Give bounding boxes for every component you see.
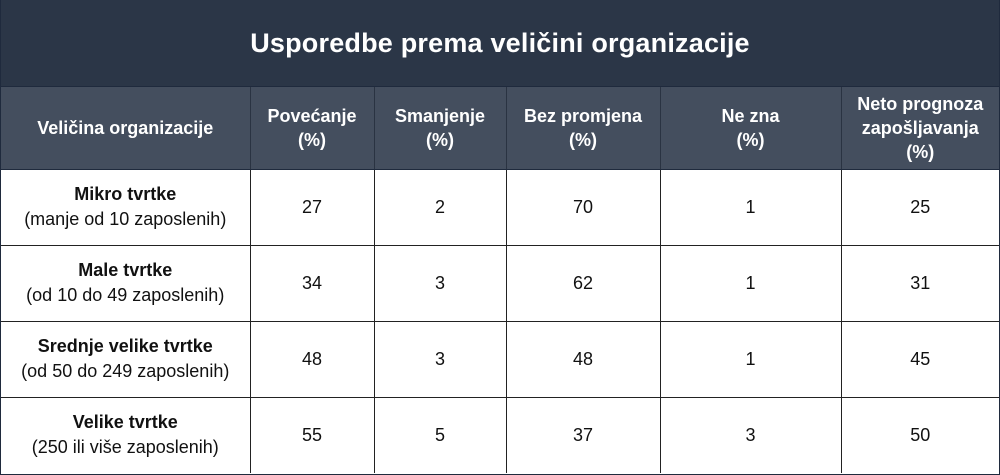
value-dont-know: 1 xyxy=(660,169,842,246)
row-subtitle: (250 ili više zaposlenih) xyxy=(31,437,219,458)
value-net-outlook: 31 xyxy=(841,245,999,322)
row-label-cell: Velike tvrtke (250 ili više zaposlenih) xyxy=(1,397,251,473)
header-no-change: Bez promjena (%) xyxy=(506,87,661,170)
row-label-cell: Srednje velike tvrtke (od 50 do 249 zapo… xyxy=(1,321,251,398)
row-subtitle: (od 50 do 249 zaposlenih) xyxy=(21,361,230,381)
value-decrease: 3 xyxy=(374,245,507,322)
table-row: Velike tvrtke (250 ili više zaposlenih) … xyxy=(1,397,999,473)
row-subtitle: (od 10 do 49 zaposlenih) xyxy=(26,285,225,305)
header-decrease: Smanjenje (%) xyxy=(374,87,507,170)
header-label: Ne zna xyxy=(721,105,780,126)
value-dont-know: 3 xyxy=(660,397,842,473)
value-no-change: 37 xyxy=(506,397,661,473)
value-increase: 55 xyxy=(250,397,375,473)
header-unit: (%) xyxy=(426,129,454,150)
value-dont-know: 1 xyxy=(660,321,842,398)
value-no-change: 62 xyxy=(506,245,661,322)
row-name: Velike tvrtke xyxy=(72,412,178,433)
row-label-cell: Mikro tvrtke (manje od 10 zaposlenih) xyxy=(1,169,251,246)
row-name: Mikro tvrtke xyxy=(74,184,177,204)
value-net-outlook: 25 xyxy=(841,169,999,246)
header-increase: Povećanje (%) xyxy=(250,87,375,170)
header-unit: (%) xyxy=(736,129,765,150)
value-decrease: 3 xyxy=(374,321,507,398)
header-label: Bez promjena xyxy=(523,105,643,126)
header-label: Neto prognoza xyxy=(857,93,984,114)
comparison-table: Veličina organizacije Povećanje (%) Sman… xyxy=(1,87,999,473)
table-title: Usporedbe prema veličini organizacije xyxy=(1,0,999,87)
value-dont-know: 1 xyxy=(660,245,842,322)
header-label: Povećanje xyxy=(267,105,357,126)
header-net-outlook: Neto prognoza zapošljavanja (%) xyxy=(841,87,999,170)
header-label: Smanjenje xyxy=(394,105,486,126)
value-no-change: 48 xyxy=(506,321,661,398)
value-increase: 27 xyxy=(250,169,375,246)
value-net-outlook: 45 xyxy=(841,321,999,398)
header-unit: (%) xyxy=(906,141,935,162)
value-increase: 34 xyxy=(250,245,375,322)
value-no-change: 70 xyxy=(506,169,661,246)
row-label-cell: Male tvrtke (od 10 do 49 zaposlenih) xyxy=(1,245,251,322)
header-label: Veličina organizacije xyxy=(37,117,214,138)
value-decrease: 5 xyxy=(374,397,507,473)
value-increase: 48 xyxy=(250,321,375,398)
row-subtitle: (manje od 10 zaposlenih) xyxy=(24,209,227,229)
header-organization-size: Veličina organizacije xyxy=(1,87,251,170)
row-name: Male tvrtke xyxy=(78,260,173,280)
table-row: Srednje velike tvrtke (od 50 do 249 zapo… xyxy=(1,321,999,398)
header-row: Veličina organizacije Povećanje (%) Sman… xyxy=(1,87,999,170)
header-label: zapošljavanja xyxy=(861,117,979,138)
header-unit: (%) xyxy=(569,129,597,150)
value-decrease: 2 xyxy=(374,169,507,246)
value-net-outlook: 50 xyxy=(910,424,931,445)
header-unit: (%) xyxy=(298,129,326,150)
table-row: Mikro tvrtke (manje od 10 zaposlenih) 27… xyxy=(1,169,999,246)
row-name: Srednje velike tvrtke xyxy=(37,336,213,356)
header-dont-know: Ne zna (%) xyxy=(660,87,842,170)
table-row: Male tvrtke (od 10 do 49 zaposlenih) 34 … xyxy=(1,245,999,322)
